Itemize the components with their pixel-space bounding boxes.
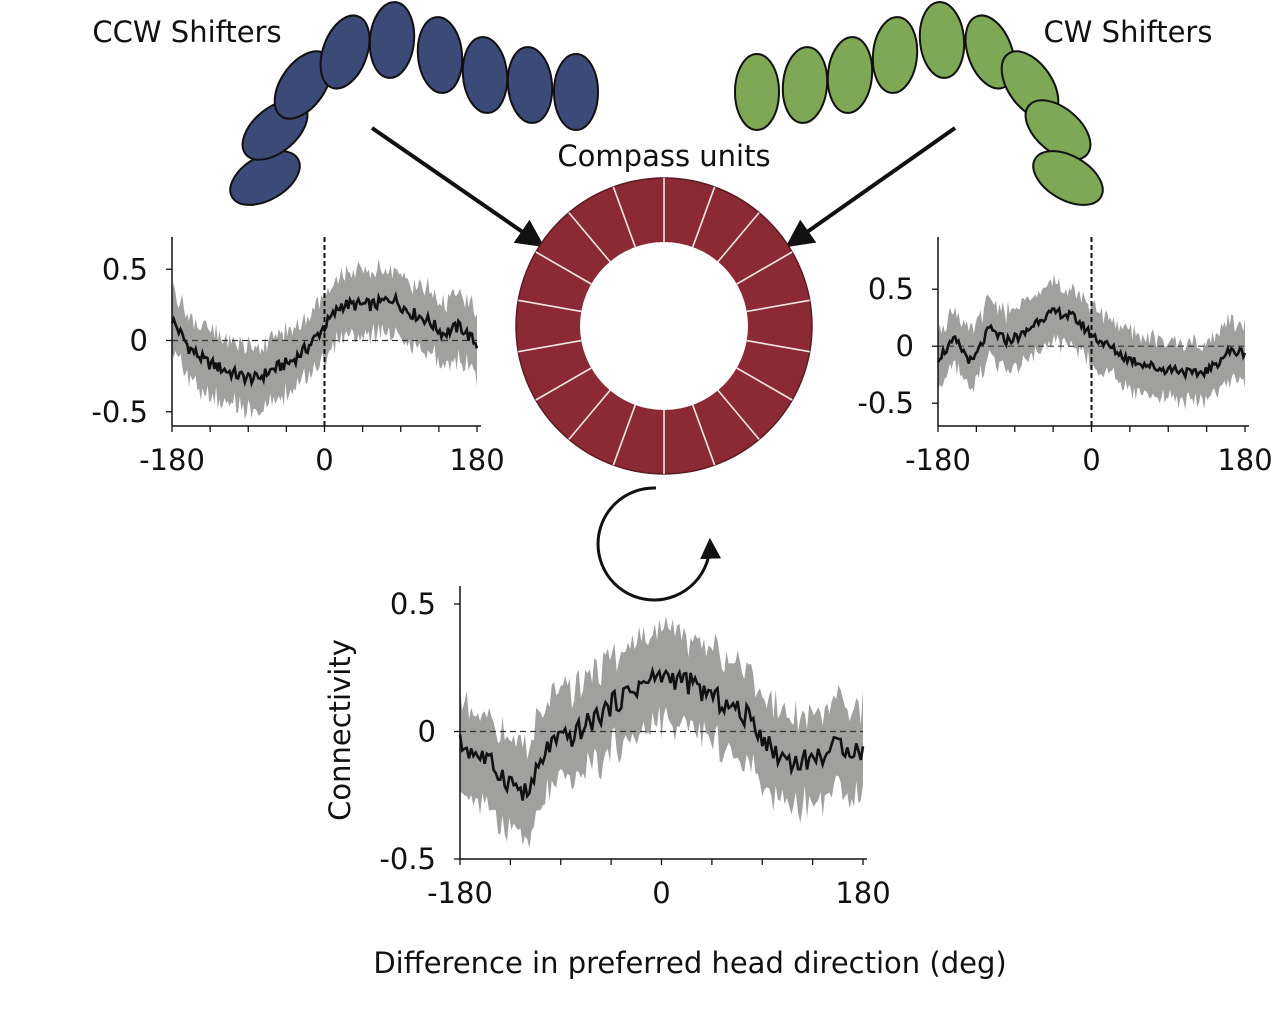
cw-unit-4 xyxy=(871,16,919,94)
ccw-unit-5 xyxy=(368,1,416,79)
cw-connectivity-chart: -180 0 180 0.5 0 -0.5 xyxy=(857,237,1273,477)
compass-mean-line xyxy=(458,665,865,801)
cw-unit-8 xyxy=(1024,99,1092,161)
compass-x-tick-label: -180 xyxy=(427,876,493,910)
compass-segment-divider-16 xyxy=(717,212,760,263)
ccw-shifters-label: CCW Shifters xyxy=(92,15,281,49)
ccw-unit-7 xyxy=(461,36,509,114)
ccw-unit-4 xyxy=(319,14,371,90)
compass-y-tick-label: -0.5 xyxy=(379,842,436,876)
compass-x-tick-label: 0 xyxy=(652,876,670,910)
compass-segment-divider-4 xyxy=(691,404,716,466)
cw-unit-1 xyxy=(734,53,780,131)
recurrent-arrow xyxy=(596,486,722,602)
compass-segment-divider-11 xyxy=(535,251,592,285)
compass-units-label: Compass units xyxy=(557,139,770,173)
ccw-y-tick-label: -0.5 xyxy=(91,395,148,429)
ccw-confidence-band xyxy=(172,258,477,420)
ccw-to-compass-arrow xyxy=(370,126,545,248)
ccw-x-tick-label: 180 xyxy=(449,443,504,477)
compass-segment-divider-2 xyxy=(736,367,793,401)
cw-y-tick-label: -0.5 xyxy=(857,386,914,420)
cw-unit-2 xyxy=(781,46,829,124)
ccw-connectivity-chart: -180 0 180 0.5 0 -0.5 xyxy=(91,237,505,477)
cw-shifter-units xyxy=(734,1,1104,206)
compass-segment-divider-6 xyxy=(612,404,637,466)
ccw-x-tick-label: -180 xyxy=(139,443,205,477)
x-axis-label: Difference in preferred head direction (… xyxy=(373,946,1006,980)
compass-segment-divider-15 xyxy=(691,186,716,248)
compass-x-tick-label: 180 xyxy=(835,876,890,910)
compass-segment-divider-13 xyxy=(612,186,637,248)
compass-segment-divider-8 xyxy=(535,367,592,401)
cw-y-tick-label: 0.5 xyxy=(868,272,914,306)
compass-segment-divider-18 xyxy=(746,299,810,313)
compass-segment-divider-3 xyxy=(717,389,760,440)
compass-segment-divider-17 xyxy=(736,251,793,285)
y-axis-label: Connectivity xyxy=(323,639,357,821)
compass-segment-divider-7 xyxy=(568,389,611,440)
cw-shifters-label: CW Shifters xyxy=(1044,15,1213,49)
cw-unit-5 xyxy=(918,1,966,79)
cw-to-compass-arrow xyxy=(785,126,957,248)
compass-segment-divider-10 xyxy=(518,299,582,313)
cw-unit-3 xyxy=(826,36,874,114)
compass-segment-divider-12 xyxy=(568,212,611,263)
ccw-unit-8 xyxy=(506,46,554,124)
compass-ring-inner xyxy=(580,242,748,410)
compass-connectivity-chart: -180 0 180 0.5 0 -0.5 xyxy=(379,586,891,910)
compass-y-tick-label: 0 xyxy=(418,715,436,749)
cw-x-tick-label: 0 xyxy=(1082,443,1100,477)
ccw-y-tick-label: 0 xyxy=(130,324,148,358)
cw-x-tick-label: -180 xyxy=(905,443,971,477)
ccw-mean-line xyxy=(170,290,479,388)
cw-y-tick-label: 0 xyxy=(896,329,914,363)
cw-x-tick-label: 180 xyxy=(1217,443,1272,477)
ccw-x-tick-label: 0 xyxy=(315,443,333,477)
ccw-unit-6 xyxy=(416,16,464,94)
cw-mean-line xyxy=(936,305,1247,381)
ccw-y-tick-label: 0.5 xyxy=(102,252,148,286)
cw-unit-9 xyxy=(1032,150,1104,206)
compass-segment-divider-1 xyxy=(746,339,810,353)
compass-y-tick-label: 0.5 xyxy=(390,587,436,621)
compass-segment-divider-9 xyxy=(518,339,582,353)
ccw-shifter-units xyxy=(229,1,599,206)
ccw-unit-9 xyxy=(553,53,599,131)
compass-ring xyxy=(515,177,813,475)
